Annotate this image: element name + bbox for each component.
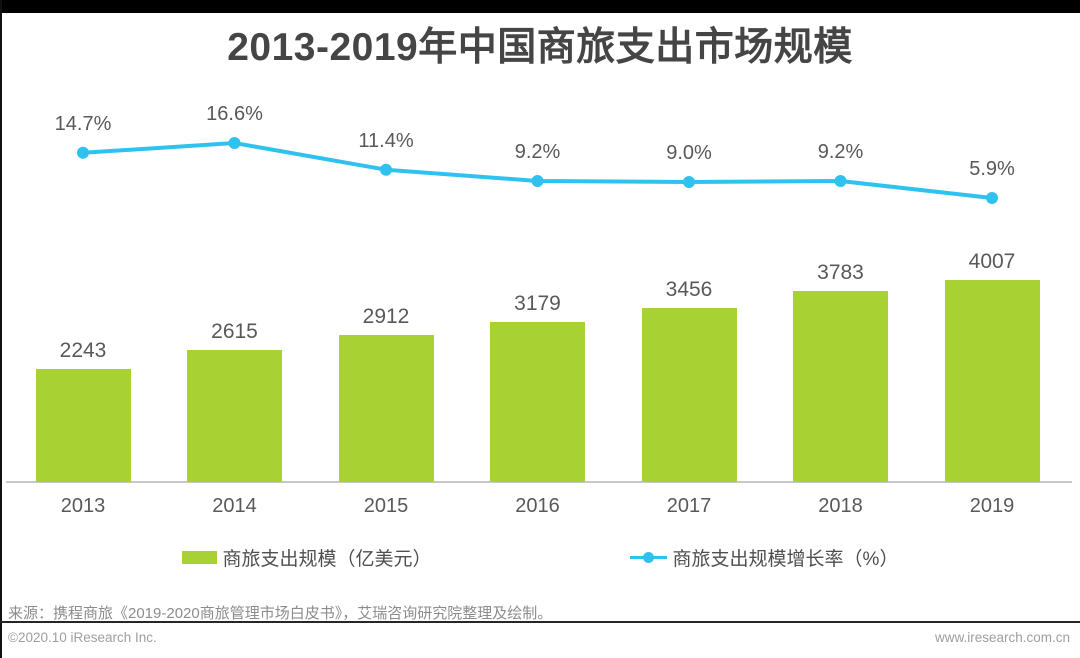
x-axis-label-2016: 2016	[515, 495, 560, 517]
chart-legend: 商旅支出规模（亿美元） 商旅支出规模增长率（%）	[0, 544, 1080, 571]
bar-value-label-2019: 4007	[968, 250, 1016, 273]
bar-value-label-2014: 2615	[211, 320, 258, 343]
bar-2013	[35, 369, 131, 482]
x-axis-line	[6, 481, 1072, 483]
legend-bar-label: 商旅支出规模（亿美元）	[222, 548, 432, 570]
growth-rate-label-2019: 5.9%	[969, 158, 1015, 180]
growth-rate-label-2018: 9.2%	[817, 141, 864, 163]
growth-point-2017	[683, 176, 695, 188]
line-series-marker-icon	[629, 551, 667, 564]
top-border-strip	[0, 0, 1080, 13]
website-url: www.iresearch.com.cn	[934, 630, 1070, 645]
bar-2019	[944, 280, 1040, 482]
x-axis-label-2014: 2014	[212, 495, 257, 517]
x-axis-label-2018: 2018	[818, 495, 863, 517]
x-axis-label-2017: 2017	[666, 495, 712, 517]
growth-point-2015	[380, 163, 392, 176]
x-axis-label-2019: 2019	[969, 495, 1015, 517]
growth-point-2016	[531, 175, 544, 187]
bar-2018	[793, 291, 888, 482]
legend-item-line-series: 商旅支出规模增长率（%）	[629, 544, 899, 571]
bar-value-label-2016: 3179	[514, 292, 561, 315]
copyright-text: ©2020.10 iResearch Inc.	[8, 630, 157, 645]
legend-line-label: 商旅支出规模增长率（%）	[672, 548, 899, 570]
growth-point-2019	[986, 192, 998, 204]
chart-title: 2013-2019年中国商旅支出市场规模	[227, 26, 853, 69]
growth-point-2018	[834, 175, 847, 187]
growth-rate-label-2016: 9.2%	[514, 141, 561, 163]
page-footer: ©2020.10 iResearch Inc. www.iresearch.co…	[8, 630, 1070, 645]
growth-rate-label-2017: 9.0%	[666, 142, 712, 164]
growth-rate-label-2015: 11.4%	[358, 129, 414, 152]
bar-series-swatch-icon	[181, 550, 217, 564]
bar-value-label-2013: 2243	[59, 339, 107, 362]
left-border-strip	[0, 0, 2, 658]
bar-2015	[338, 335, 434, 482]
bar-2014	[187, 350, 282, 482]
bar-value-label-2015: 2912	[362, 305, 410, 328]
bar-value-label-2017: 3456	[665, 278, 713, 301]
x-axis-label-2015: 2015	[363, 495, 409, 517]
x-axis-label-2013: 2013	[60, 495, 106, 517]
growth-rate-label-2013: 14.7%	[54, 112, 112, 135]
growth-point-2013	[77, 146, 89, 159]
growth-rate-label-2014: 16.6%	[206, 103, 263, 125]
growth-point-2014	[228, 137, 241, 149]
bar-2017	[641, 308, 737, 482]
separator-line	[0, 621, 1080, 623]
bar-2016	[490, 322, 585, 482]
bar-value-label-2018: 3783	[817, 261, 864, 284]
source-note: 来源：携程商旅《2019-2020商旅管理市场白皮书》，艾瑞咨询研究院整理及绘制…	[8, 605, 553, 622]
legend-item-bar-series: 商旅支出规模（亿美元）	[181, 544, 432, 571]
